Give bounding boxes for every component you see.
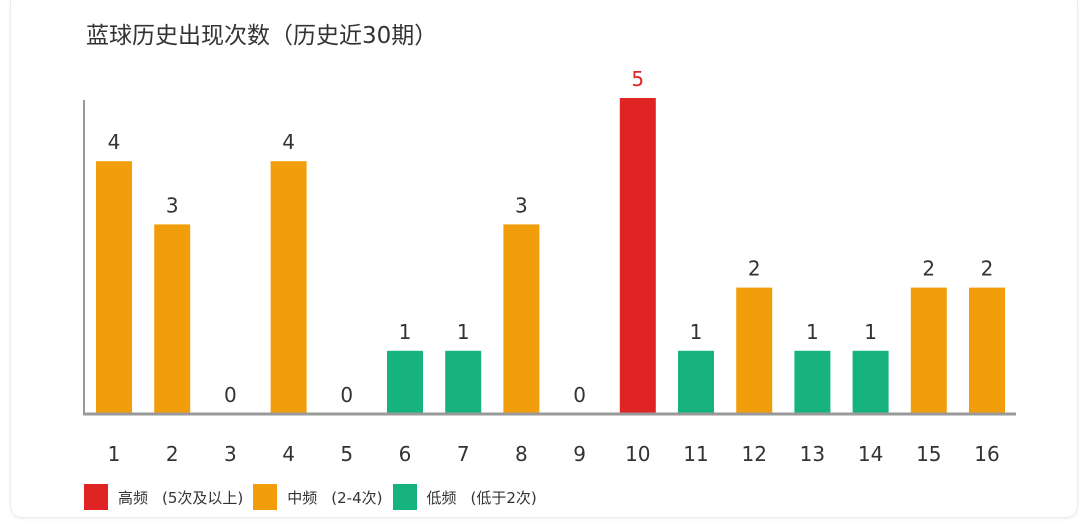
chart-title: 蓝球历史出现次数（历史近30期） bbox=[86, 23, 438, 49]
data-label-2: 3 bbox=[166, 193, 179, 217]
data-label-15: 2 bbox=[922, 257, 935, 281]
data-label-13: 1 bbox=[806, 320, 819, 344]
chart-legend: 高频 (5次及以上) 中频 (2-4次) 低频 (低于2次) bbox=[84, 482, 547, 512]
x-tick-label-15: 15 bbox=[916, 442, 941, 466]
x-tick-label-16: 16 bbox=[974, 442, 999, 466]
legend-swatch-low bbox=[392, 484, 417, 510]
bar-6 bbox=[387, 350, 423, 414]
x-tick-label-10: 10 bbox=[625, 442, 650, 466]
data-label-1: 4 bbox=[108, 130, 121, 154]
data-label-9: 0 bbox=[573, 383, 586, 407]
data-label-16: 2 bbox=[981, 257, 994, 281]
legend-item-low: 低频 (低于2次) bbox=[392, 484, 547, 510]
data-label-10: 5 bbox=[631, 67, 644, 91]
bar-1 bbox=[96, 161, 132, 414]
x-tick-label-14: 14 bbox=[858, 442, 883, 466]
x-tick-label-13: 13 bbox=[800, 442, 825, 466]
x-tick-label-8: 8 bbox=[515, 442, 528, 466]
x-tick-label-12: 12 bbox=[741, 442, 766, 466]
bar-13 bbox=[794, 350, 831, 414]
x-tick-label-7: 7 bbox=[457, 442, 470, 466]
x-tick-label-1: 1 bbox=[108, 442, 121, 466]
legend-label-mid: 中频 bbox=[287, 488, 318, 507]
bar-16 bbox=[969, 287, 1005, 414]
bar-15 bbox=[910, 287, 947, 414]
bar-10 bbox=[619, 98, 656, 414]
data-label-8: 3 bbox=[515, 193, 528, 217]
x-tick-label-4: 4 bbox=[282, 442, 295, 466]
data-label-6: 1 bbox=[399, 320, 412, 344]
legend-note-high: (5次及以上) bbox=[162, 488, 244, 507]
x-tick-label-3: 3 bbox=[224, 442, 237, 466]
x-tick-label-6: 6 bbox=[399, 442, 412, 466]
legend-note-low: (低于2次) bbox=[470, 488, 537, 507]
data-label-3: 0 bbox=[224, 383, 237, 407]
bar-14 bbox=[852, 350, 889, 414]
legend-item-mid: 中频 (2-4次) bbox=[253, 484, 392, 510]
data-label-12: 2 bbox=[748, 257, 761, 281]
legend-swatch-mid bbox=[253, 484, 278, 510]
legend-item-high: 高频 (5次及以上) bbox=[84, 484, 253, 510]
data-label-7: 1 bbox=[457, 320, 470, 344]
data-label-11: 1 bbox=[690, 320, 703, 344]
legend-label-low: 低频 bbox=[426, 488, 457, 507]
legend-note-mid: (2-4次) bbox=[331, 488, 383, 507]
data-label-4: 4 bbox=[282, 130, 295, 154]
data-label-14: 1 bbox=[864, 320, 877, 344]
data-label-5: 0 bbox=[340, 383, 353, 407]
bar-8 bbox=[503, 224, 540, 414]
legend-swatch-high bbox=[84, 484, 108, 510]
bar-7 bbox=[445, 350, 482, 414]
x-tick-label-9: 9 bbox=[573, 442, 586, 466]
bar-11 bbox=[678, 350, 714, 414]
bar-12 bbox=[736, 287, 773, 414]
x-tick-label-11: 11 bbox=[683, 442, 708, 466]
x-tick-label-5: 5 bbox=[340, 442, 353, 466]
bar-2 bbox=[154, 224, 191, 414]
bar-4 bbox=[270, 161, 307, 414]
x-tick-label-2: 2 bbox=[166, 442, 179, 466]
legend-label-high: 高频 bbox=[118, 488, 149, 507]
